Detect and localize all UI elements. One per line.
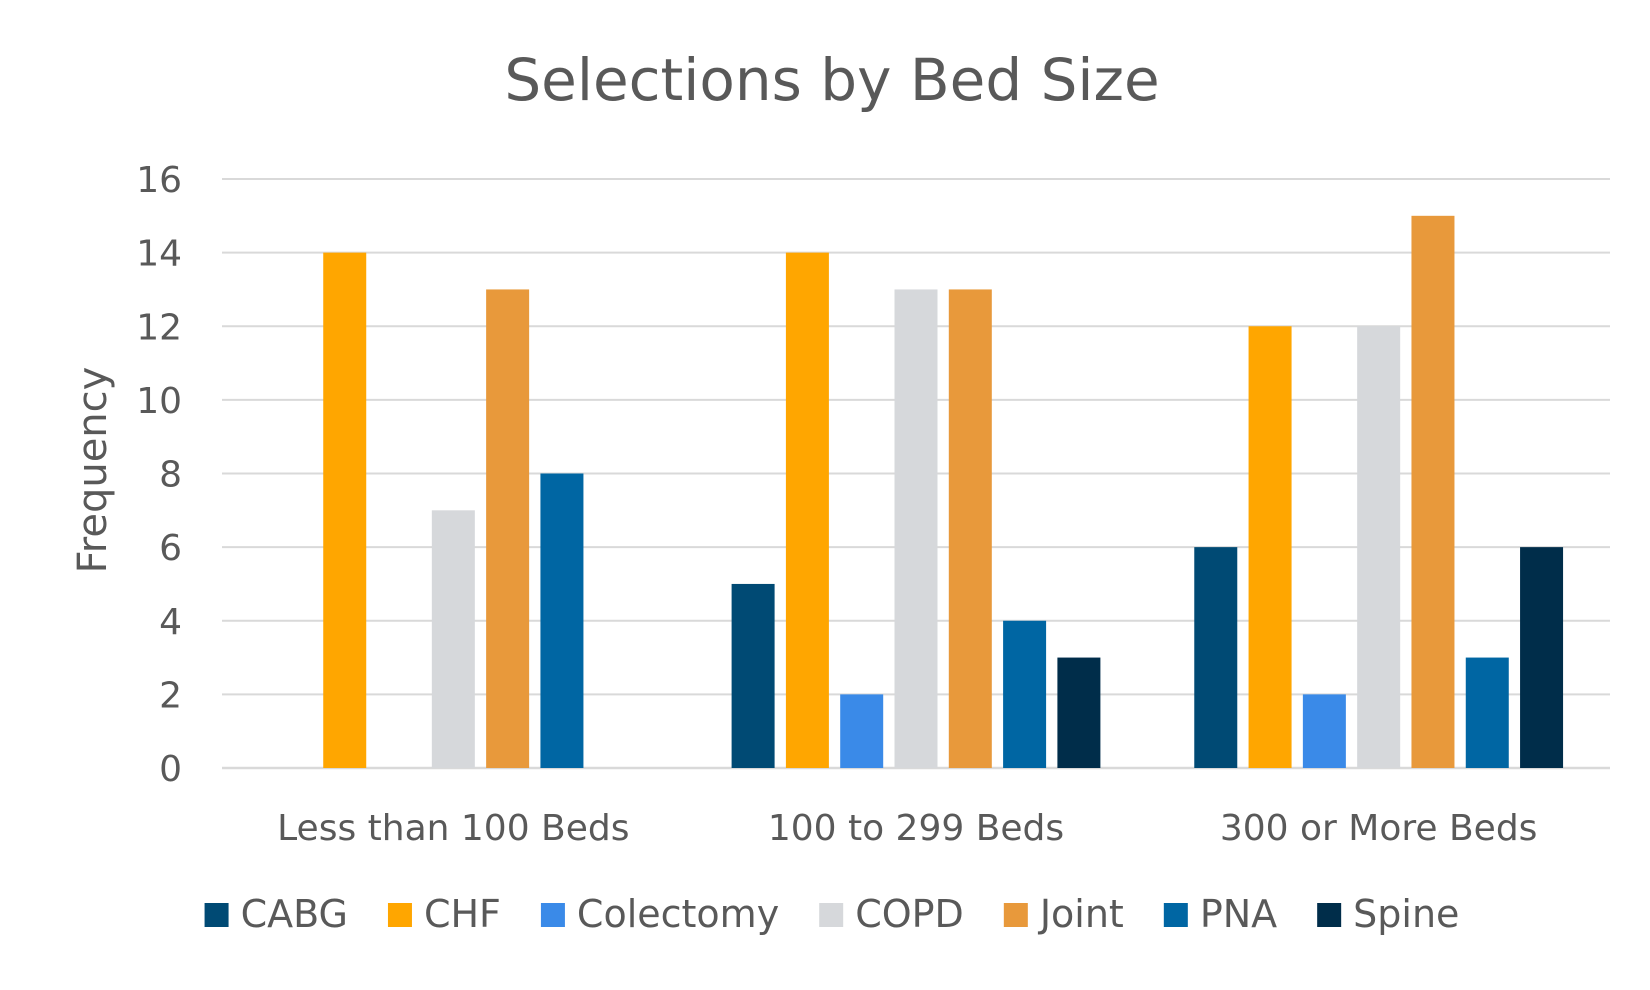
bar-pna-3 (1465, 657, 1509, 768)
bar-colectomy-3 (1302, 694, 1346, 768)
y-tick-label: 10 (136, 381, 182, 422)
y-tick-label: 14 (136, 234, 182, 275)
legend-swatch (540, 903, 565, 927)
legend-swatch (387, 903, 412, 927)
bar-joint-1 (486, 289, 530, 768)
bar-cabg-2 (731, 583, 775, 768)
legend-label: CABG (241, 892, 348, 936)
bar-chf-2 (785, 252, 829, 768)
x-category-label: 300 or More Beds (1220, 808, 1538, 849)
legend: CABG CHF Colectomy COPD Joint PNA Spine (204, 892, 1459, 936)
y-tick-label: 2 (159, 675, 182, 716)
legend-item-chf: CHF (387, 892, 501, 936)
legend-item-joint: Joint (1003, 892, 1124, 936)
legend-label: CHF (424, 892, 501, 936)
legend-label: Spine (1353, 892, 1459, 936)
x-category-label: 100 to 299 Beds (768, 808, 1064, 849)
legend-label: Colectomy (577, 892, 779, 936)
y-tick-label: 12 (136, 307, 182, 348)
legend-item-pna: PNA (1163, 892, 1277, 936)
legend-item-colectomy: Colectomy (540, 892, 779, 936)
legend-item-spine: Spine (1317, 892, 1459, 936)
legend-label: COPD (855, 892, 964, 936)
x-category-label: Less than 100 Beds (277, 808, 629, 849)
bar-chf-3 (1248, 326, 1292, 768)
bar-joint-3 (1411, 215, 1455, 768)
y-axis-label: Frequency (70, 367, 116, 574)
bar-spine-2 (1057, 657, 1101, 768)
legend-swatch (1163, 903, 1188, 927)
bar-copd-1 (431, 510, 475, 768)
bar-joint-2 (948, 289, 992, 768)
chart-title: Selections by Bed Size (504, 46, 1159, 114)
bar-copd-2 (894, 289, 938, 768)
y-tick-label: 8 (159, 455, 182, 496)
legend-swatch (1317, 903, 1342, 927)
bars (323, 215, 1564, 768)
bar-colectomy-2 (840, 694, 884, 768)
legend-item-copd: COPD (819, 892, 964, 936)
legend-swatch (819, 903, 844, 927)
bar-cabg-3 (1194, 547, 1238, 768)
legend-item-cabg: CABG (204, 892, 348, 936)
y-tick-label: 0 (159, 749, 182, 790)
bar-chf-1 (323, 252, 367, 768)
y-tick-label: 4 (159, 602, 182, 643)
legend-label: Joint (1038, 892, 1124, 936)
y-tick-label: 16 (136, 160, 182, 201)
x-axis-categories: Less than 100 Beds 100 to 299 Beds 300 or … (277, 808, 1537, 849)
y-tick-label: 6 (159, 528, 182, 569)
bar-spine-3 (1520, 547, 1564, 768)
legend-swatch (204, 903, 229, 927)
bar-copd-3 (1357, 326, 1401, 768)
legend-label: PNA (1200, 892, 1277, 936)
legend-swatch (1003, 903, 1028, 927)
bar-pna-1 (540, 473, 584, 768)
bar-pna-2 (1003, 620, 1047, 768)
y-axis-ticks: 0 2 4 6 8 10 12 14 16 (136, 160, 182, 790)
